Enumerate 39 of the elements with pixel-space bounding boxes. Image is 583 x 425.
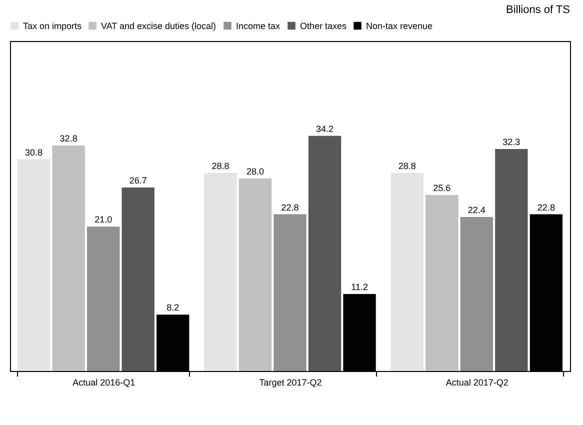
legend-label: Income tax [236, 20, 281, 31]
bar [52, 146, 85, 371]
bar [460, 217, 494, 371]
data-label: 22.4 [468, 205, 486, 215]
data-label: 8.2 [166, 302, 180, 313]
bar [17, 159, 50, 371]
bar [122, 187, 154, 371]
x-tick-label: Actual 2017-Q2 [446, 378, 508, 388]
data-label: 22.8 [281, 202, 299, 212]
data-label: 28.0 [246, 166, 264, 176]
data-label: 28.8 [398, 161, 416, 171]
legend-label: Tax on imports [23, 20, 82, 31]
bar [274, 214, 306, 371]
bar [390, 173, 424, 371]
legend-label: Other taxes [300, 20, 348, 31]
bar [156, 314, 190, 371]
x-tick-label: Actual 2016-Q1 [72, 378, 136, 388]
bar [530, 214, 563, 371]
data-label: 26.7 [129, 175, 147, 186]
bar [426, 195, 458, 371]
bar [238, 178, 272, 371]
data-label: 11.2 [351, 282, 368, 292]
bar [495, 148, 528, 371]
bar [343, 294, 376, 371]
data-label: 28.8 [212, 161, 230, 171]
bar [204, 173, 237, 371]
data-label: 22.8 [537, 202, 555, 212]
data-label: 32.3 [502, 136, 520, 147]
data-label: 30.8 [25, 147, 43, 158]
bar [308, 136, 342, 371]
bar [86, 226, 120, 371]
data-label: 32.8 [60, 134, 78, 144]
legend-label: VAT and excise duties (local) [101, 20, 216, 31]
data-label: 34.2 [316, 124, 334, 134]
data-label: 25.6 [433, 183, 451, 193]
x-tick-label: Target 2017-Q2 [259, 378, 322, 388]
text: Billions of TS [506, 4, 570, 16]
legend-label: Non-tax revenue [366, 20, 433, 31]
data-label: 21.0 [94, 214, 112, 225]
